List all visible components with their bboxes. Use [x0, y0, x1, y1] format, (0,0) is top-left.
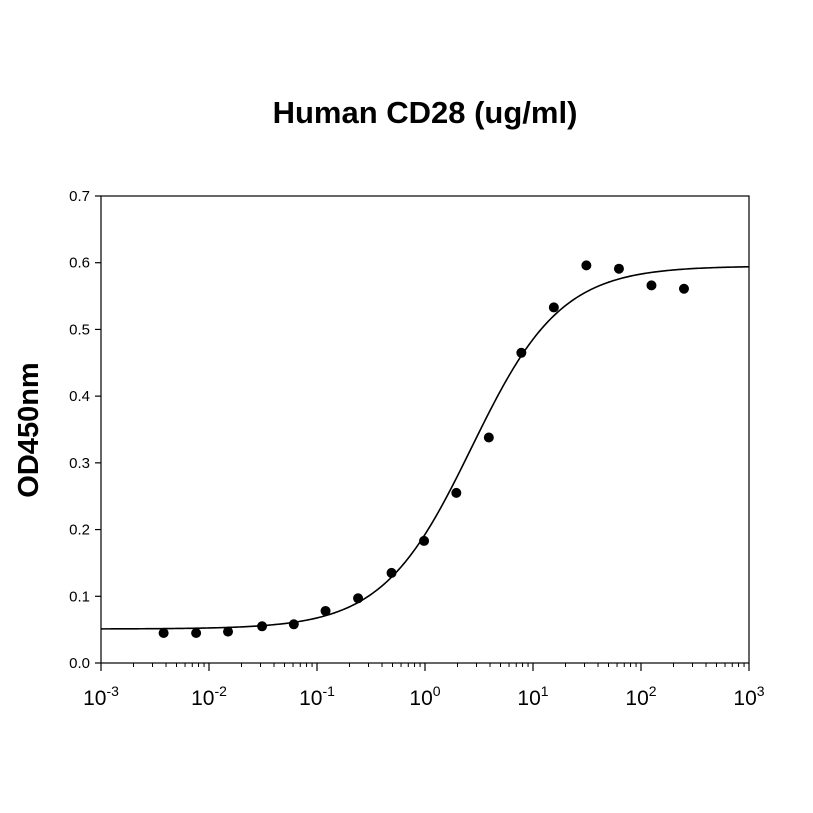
data-point [581, 260, 592, 271]
x-tick-label: 10-3 [83, 683, 119, 710]
data-point [548, 302, 559, 313]
x-tick-label: 10-2 [191, 683, 227, 710]
data-point [646, 280, 657, 291]
data-point [613, 263, 624, 274]
y-axis-label: OD450nm [13, 362, 45, 497]
data-point [257, 621, 268, 632]
y-tick-label: 0.4 [69, 388, 90, 405]
x-tick-label: 10-1 [299, 683, 335, 710]
data-point [386, 567, 397, 578]
data-point [678, 283, 689, 294]
data-point [158, 627, 169, 638]
y-tick-label: 0.6 [69, 255, 90, 272]
y-axis-ticks: 0.0 0.1 0.2 0.3 0.4 0.5 0.6 0.7 [69, 188, 101, 672]
data-point [288, 619, 299, 630]
y-tick-label: 0.7 [69, 188, 90, 205]
data-point [320, 605, 331, 616]
data-point [451, 487, 462, 498]
data-point [483, 432, 494, 443]
x-axis-ticks: 10-3 10-2 10-1 100 101 102 103 [83, 663, 765, 710]
x-tick-label: 101 [517, 683, 548, 710]
data-point [419, 535, 430, 546]
chart-title: Human CD28 (ug/ml) [273, 95, 578, 130]
y-tick-label: 0.2 [69, 522, 90, 539]
data-points [158, 260, 689, 638]
data-point [353, 593, 364, 604]
plot-frame [100, 195, 750, 664]
data-point [516, 347, 527, 358]
data-point [223, 626, 234, 637]
y-tick-label: 0.1 [69, 588, 90, 605]
y-tick-label: 0.5 [69, 321, 90, 338]
data-point [191, 627, 202, 638]
y-tick-label: 0.3 [69, 455, 90, 472]
x-tick-label: 100 [409, 683, 440, 710]
x-tick-label: 103 [733, 683, 764, 710]
y-tick-label: 0.0 [69, 655, 90, 672]
fit-curve [100, 265, 750, 630]
x-tick-label: 102 [625, 683, 656, 710]
